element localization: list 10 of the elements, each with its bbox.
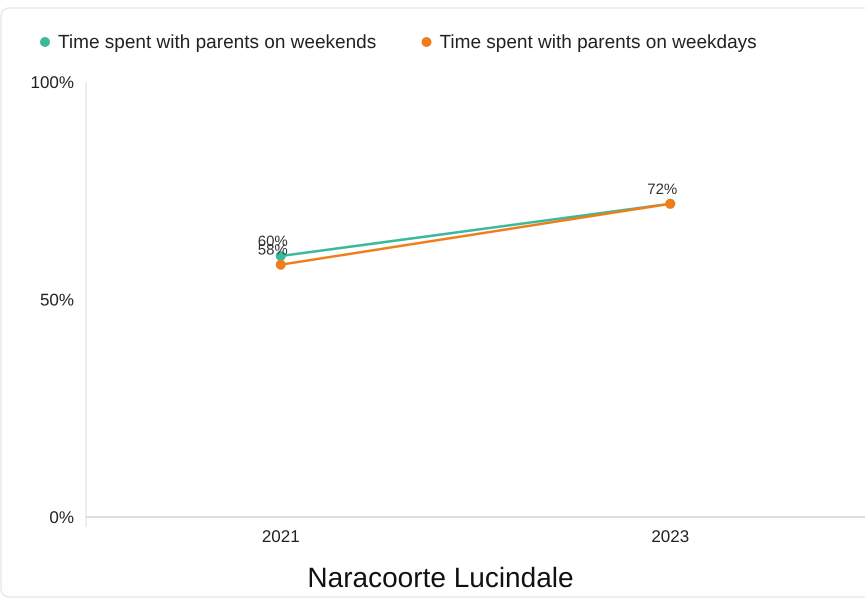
x-axis-title: Naracoorte Lucindale xyxy=(307,562,574,593)
y-tick-label: 50% xyxy=(40,290,74,310)
data-label: 72% xyxy=(647,180,678,198)
y-tick-label: 0% xyxy=(49,508,74,527)
x-tick-label: 2021 xyxy=(262,527,300,546)
legend-label: Time spent with parents on weekdays xyxy=(440,32,757,53)
legend-label: Time spent with parents on weekends xyxy=(58,32,376,53)
y-tick-label: 100% xyxy=(30,73,74,92)
point xyxy=(276,260,286,270)
x-tick-label: 2023 xyxy=(651,527,690,546)
